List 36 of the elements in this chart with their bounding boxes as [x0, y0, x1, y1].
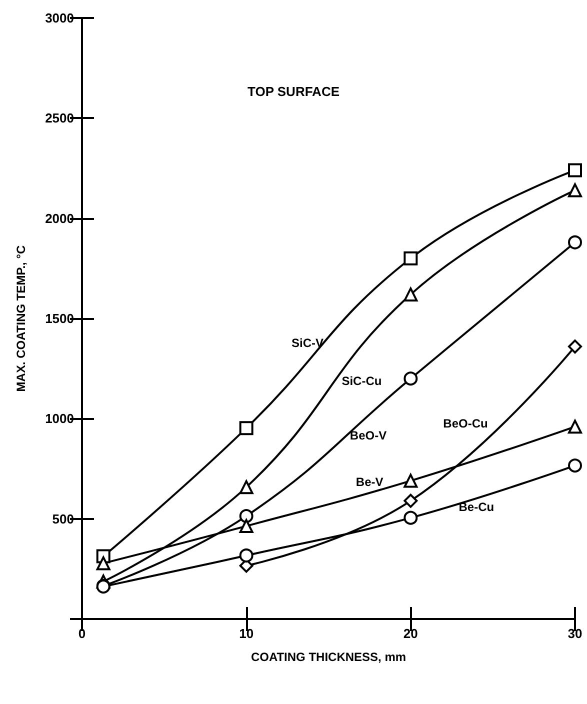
series-label: Be-Cu	[458, 500, 494, 514]
y-tick-label: 1500	[45, 311, 74, 326]
series-label: Be-V	[356, 475, 384, 490]
point	[568, 235, 582, 250]
point	[239, 519, 254, 534]
series-label: BeO-V	[350, 428, 387, 443]
point	[568, 458, 582, 473]
point	[239, 548, 254, 562]
series-label: SiC-V	[291, 336, 324, 350]
y-tick-label: 1000	[45, 411, 74, 426]
x-tick-label: 30	[568, 626, 582, 641]
point	[96, 556, 110, 570]
point	[404, 287, 418, 302]
point	[404, 510, 418, 525]
x-axis-title: COATING THICKNESS, mm	[250, 650, 406, 664]
y-tick-label: 2000	[45, 210, 74, 226]
point	[568, 340, 582, 354]
x-tick-label: 10	[239, 626, 254, 641]
point	[568, 183, 582, 198]
y-axis-title: MAX. COATING TEMP., °C	[14, 244, 28, 392]
point	[404, 474, 418, 488]
point	[568, 163, 582, 178]
series-label: SiC-Cu	[342, 374, 382, 388]
point	[239, 480, 254, 494]
point	[239, 509, 254, 524]
y-tick-label: 2500	[45, 110, 74, 126]
point	[404, 494, 418, 508]
text: TOP SURFACE	[248, 84, 340, 99]
series-label: BeO-Cu	[443, 416, 488, 431]
x-tick-label: 20	[403, 626, 418, 641]
point	[568, 420, 582, 434]
y-tick-label: 3000	[45, 10, 74, 26]
point	[239, 421, 254, 436]
y-tick-label: 500	[52, 511, 74, 526]
point	[404, 251, 418, 266]
point	[404, 372, 418, 386]
